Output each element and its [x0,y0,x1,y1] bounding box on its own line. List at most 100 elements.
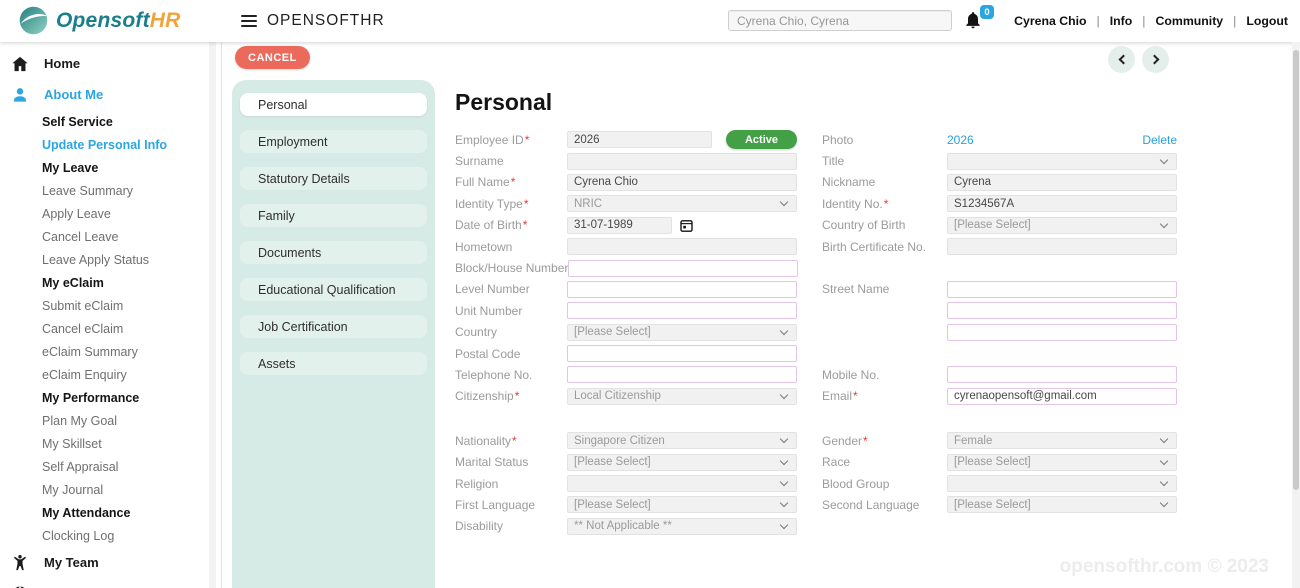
tab-statutory-details[interactable]: Statutory Details [240,167,427,190]
first-language-select[interactable]: [Please Select] [567,496,797,514]
postal-code-input[interactable] [567,345,797,363]
tab-assets[interactable]: Assets [240,352,427,375]
street-name-input[interactable] [947,280,1177,298]
sidebar-item-update-personal-info[interactable]: Update Personal Info [0,133,221,156]
nationality-select[interactable]: Singapore Citizen [567,432,797,450]
mobile-no-input[interactable] [947,366,1177,384]
photo-id-link[interactable]: 2026 [947,132,974,147]
identity-type-select[interactable]: NRIC [567,195,797,213]
prev-record-button[interactable] [1108,46,1135,73]
surname-input[interactable] [567,152,797,170]
date-of-birth-input[interactable] [567,216,672,234]
form-section-gap [455,407,1180,430]
hometown-input[interactable] [567,238,797,256]
main-scrollbar[interactable] [1292,42,1300,588]
sidebar-item-cancel-leave[interactable]: Cancel Leave [0,225,221,248]
select-value: [Please Select] [574,498,651,511]
tab-job-certification[interactable]: Job Certification [240,315,427,338]
sidebar-item-my-performance[interactable]: My Performance [0,386,221,409]
full-name-input[interactable] [567,173,797,191]
tab-family[interactable]: Family [240,204,427,227]
marital-status-label: Marital Status [455,455,529,470]
sidebar-item-label: Cancel eClaim [42,321,124,336]
photo-delete-link[interactable]: Delete [1142,132,1177,147]
header-search-input[interactable] [728,10,952,31]
sidebar-item-my-eclaim[interactable]: My eClaim [0,271,221,294]
select-value: Local Citizenship [574,390,661,403]
employee-id-input[interactable] [567,131,712,149]
nav-info[interactable]: Info [1109,14,1133,28]
nav-cyrena-chio[interactable]: Cyrena Chio [1014,14,1087,28]
home-icon [10,54,29,73]
scrollbar-thumb[interactable] [1293,50,1299,490]
nav-community[interactable]: Community [1155,14,1224,28]
sidebar-item-plan-my-goal[interactable]: Plan My Goal [0,409,221,432]
citizenship-select[interactable]: Local Citizenship [567,387,797,405]
sidebar-item-my-team[interactable]: My Team [0,547,221,578]
blood-group-select[interactable] [947,475,1177,493]
nav-logout[interactable]: Logout [1246,14,1288,28]
sidebar-item-self-appraisal[interactable]: Self Appraisal [0,455,221,478]
opensoft-logo[interactable]: OpensoftHR [18,5,181,36]
street-name-line-2-input[interactable] [947,302,1177,320]
disability-select[interactable]: ** Not Applicable ** [567,517,797,535]
notifications-button[interactable]: 0 [963,5,994,32]
form-row: Unit Number [455,300,1180,321]
block-house-number-input[interactable] [568,259,799,277]
sidebar-item-cancel-eclaim[interactable]: Cancel eClaim [0,317,221,340]
sidebar-item-clocking-log[interactable]: Clocking Log [0,524,221,547]
sidebar-item-about-me[interactable]: About Me [0,79,221,110]
second-language-select[interactable]: [Please Select] [947,496,1177,514]
nav-separator: | [1096,14,1100,28]
birth-certificate-no-input[interactable] [947,238,1177,256]
marital-status-select[interactable]: [Please Select] [567,453,797,471]
citizenship-label: Citizenship* [455,389,520,404]
gender-label: Gender* [822,433,868,448]
tab-personal[interactable]: Personal [240,93,427,116]
sidebar-item-leave-summary[interactable]: Leave Summary [0,179,221,202]
country-select[interactable]: [Please Select] [567,323,797,341]
tab-employment[interactable]: Employment [240,130,427,153]
sidebar-item-my-leave[interactable]: My Leave [0,156,221,179]
field-cell [947,302,1177,320]
field-cell [567,173,797,191]
email-input[interactable] [947,387,1177,405]
sidebar-item-apply-leave[interactable]: Apply Leave [0,202,221,225]
level-number-input[interactable] [567,280,797,298]
calendar-icon[interactable] [679,218,694,233]
sidebar-item-eclaim-enquiry[interactable]: eClaim Enquiry [0,363,221,386]
sidebar-item-submit-eclaim[interactable]: Submit eClaim [0,294,221,317]
sidebar-item-my-skillset[interactable]: My Skillset [0,432,221,455]
field-cell [567,475,797,493]
hamburger-menu-icon[interactable] [241,15,257,27]
unit-number-label: Unit Number [455,303,523,318]
street-name-line-3-input[interactable] [947,323,1177,341]
sidebar-item-self-service[interactable]: Self Service [0,110,221,133]
sidebar-item-leave-apply-status[interactable]: Leave Apply Status [0,248,221,271]
sidebar-item-my-attendance[interactable]: My Attendance [0,501,221,524]
religion-select[interactable] [567,475,797,493]
sidebar-item-home[interactable]: Home [0,48,221,79]
sidebar-scrollbar[interactable] [209,42,216,588]
identity-no-input[interactable] [947,195,1177,213]
sidebar-item-label: Clocking Log [42,528,115,543]
telephone-no-input[interactable] [567,366,797,384]
sidebar-item-label: Submit eClaim [42,298,124,313]
unit-number-input[interactable] [567,302,797,320]
sidebar-item-eclaim-summary[interactable]: eClaim Summary [0,340,221,363]
field-cell [567,302,797,320]
nickname-input[interactable] [947,173,1177,191]
sidebar-item-field[interactable] [0,578,221,588]
tab-educational-qualification[interactable]: Educational Qualification [240,278,427,301]
gender-select[interactable]: Female [947,432,1177,450]
sidebar-item-my-journal[interactable]: My Journal [0,478,221,501]
cancel-button[interactable]: CANCEL [235,46,310,69]
race-label: Race [822,455,851,470]
race-select[interactable]: [Please Select] [947,453,1177,471]
tab-documents[interactable]: Documents [240,241,427,264]
title-select[interactable] [947,152,1177,170]
next-record-button[interactable] [1142,46,1169,73]
sidebar-item-label: My Attendance [42,505,131,520]
status-badge[interactable]: Active [725,130,797,150]
country-of-birth-select[interactable]: [Please Select] [947,216,1177,234]
